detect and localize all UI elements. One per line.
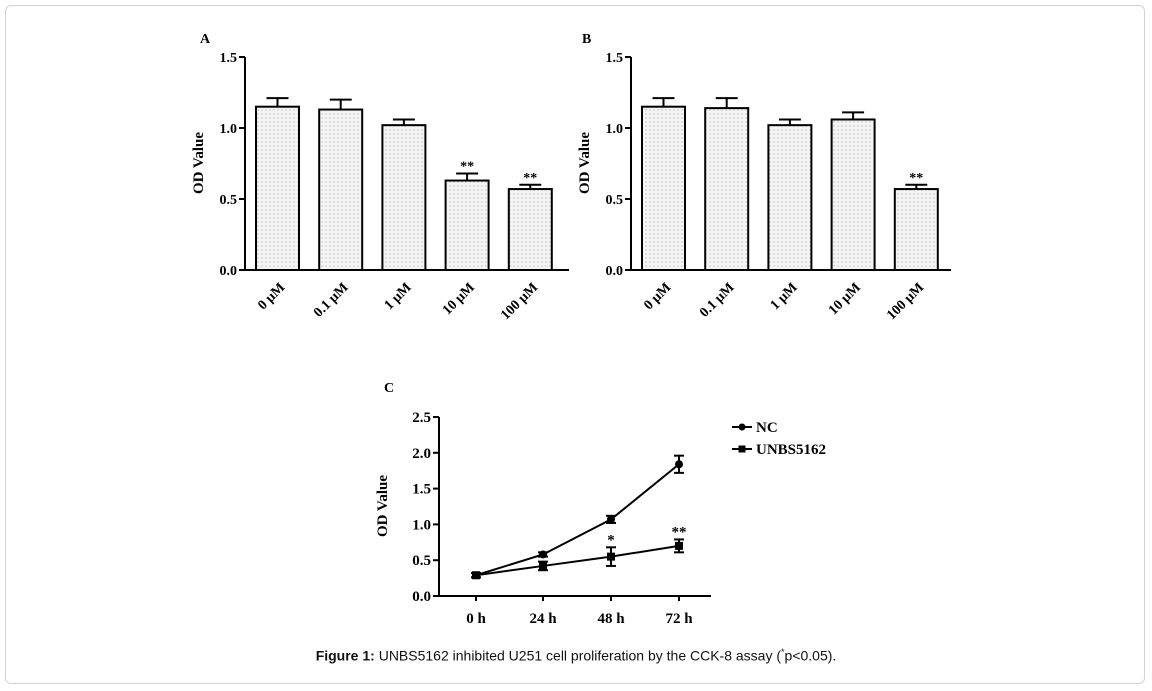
panel-a-significance-label: ** <box>523 171 537 186</box>
panel-c-line-chart: C OD Value 0.0 0.5 1.0 1.5 2.0 2.5 0 h 24 h 48 h… <box>375 381 826 627</box>
panel-c-point-unbs5162 <box>607 552 615 561</box>
panel-c-xtick-label: 72 h <box>665 611 693 627</box>
panel-b-bar <box>704 107 750 272</box>
panel-a-xtick-label: 100 μM <box>498 280 541 323</box>
panel-b-ytick-label: 1.0 <box>606 122 624 137</box>
panel-c-xtick-label: 24 h <box>529 611 557 627</box>
panel-c-ytick-label: 1.5 <box>412 482 431 498</box>
panel-a-label: A <box>200 32 211 47</box>
panel-c-legend: NC UNBS5162 <box>732 420 826 458</box>
panel-a-bar <box>507 188 553 271</box>
caption-label: Figure 1: <box>315 647 375 664</box>
panel-a-bar <box>381 124 427 271</box>
panel-a-ytick-label: 0.0 <box>220 264 238 279</box>
panel-a-ylabel: OD Value <box>191 132 207 194</box>
panel-c-point-unbs5162 <box>472 571 480 580</box>
panel-b-ytick-label: 0.0 <box>606 264 624 279</box>
figure-frame <box>5 5 1145 684</box>
panel-a-bar <box>255 105 300 271</box>
panel-c-label: C <box>384 381 394 396</box>
panel-c-ytick-label: 2.0 <box>412 446 431 462</box>
panel-b-ytick-label: 1.5 <box>606 51 624 66</box>
panel-c-significance-label: * <box>607 532 615 548</box>
panel-a-bar <box>444 179 490 271</box>
panel-c-ylabel: OD Value <box>375 475 391 537</box>
panel-b-xtick-label: 0.1 μM <box>697 280 737 320</box>
panel-c-xtick-label: 48 h <box>597 611 625 627</box>
panel-a-xtick-label: 1 μM <box>382 280 415 313</box>
panel-c-series-nc-line <box>475 463 680 577</box>
panel-b-bar <box>641 105 686 271</box>
panel-b-bar <box>830 118 876 272</box>
panel-c-ytick-label: 0.5 <box>412 553 431 569</box>
panel-a-xtick-label: 0 μM <box>255 280 288 313</box>
panel-c-ytick-label: 1.0 <box>412 517 431 533</box>
caption-text: UNBS5162 inhibited U251 cell proliferati… <box>378 647 782 664</box>
panel-b-significance-label: ** <box>909 171 923 186</box>
panel-c-series-unbs5162-line <box>475 544 680 577</box>
panel-a-ytick-label: 0.5 <box>220 193 238 208</box>
panel-b-bar <box>893 188 939 271</box>
panel-a-bar-chart: A OD Value 0.0 0.5 1.0 1.5 0 μM 0.1 μM 1 μM ** 1… <box>191 32 569 323</box>
panel-c-point-unbs5162 <box>675 541 683 550</box>
panel-c-xtick-label: 0 h <box>466 611 486 627</box>
legend-nc-label: NC <box>756 420 778 436</box>
panel-b-label: B <box>582 32 591 47</box>
panel-a-significance-label: ** <box>460 159 474 174</box>
panel-a-bar <box>318 108 364 272</box>
panel-c-point-nc <box>539 550 547 559</box>
panel-b-xtick-label: 0 μM <box>641 280 674 313</box>
panel-a-xtick-label: 0.1 μM <box>311 280 351 320</box>
panel-c-significance-label: ** <box>672 524 687 540</box>
panel-b-bar-chart: B OD Value 0.0 0.5 1.0 1.5 0 μM 0.1 μM 1 μM 10 … <box>577 32 951 323</box>
panel-a-ytick-label: 1.0 <box>220 122 238 137</box>
caption-superscript: * <box>781 647 785 657</box>
legend-nc-marker <box>738 423 746 431</box>
caption-text-end: p<0.05). <box>784 647 837 664</box>
panel-c-point-unbs5162 <box>539 561 547 570</box>
panel-c-point-nc <box>607 515 615 524</box>
panel-b-bar <box>767 124 813 271</box>
panel-b-xtick-label: 100 μM <box>884 280 927 323</box>
legend-unbs5162-marker <box>738 445 746 453</box>
panel-b-ytick-label: 0.5 <box>606 193 624 208</box>
legend-unbs5162-label: UNBS5162 <box>756 442 826 458</box>
panel-b-ylabel: OD Value <box>577 132 593 194</box>
panel-b-xtick-label: 1 μM <box>768 280 801 313</box>
panel-c-ytick-label: 0.0 <box>412 589 431 605</box>
panel-c-ytick-label: 2.5 <box>412 410 431 426</box>
panel-b-xtick-label: 10 μM <box>826 280 864 318</box>
panel-c-point-nc <box>675 460 683 469</box>
panel-a-ytick-label: 1.5 <box>220 51 238 66</box>
panel-a-xtick-label: 10 μM <box>440 280 478 318</box>
figure-caption: Figure 1: UNBS5162 inhibited U251 cell p… <box>0 647 1152 664</box>
